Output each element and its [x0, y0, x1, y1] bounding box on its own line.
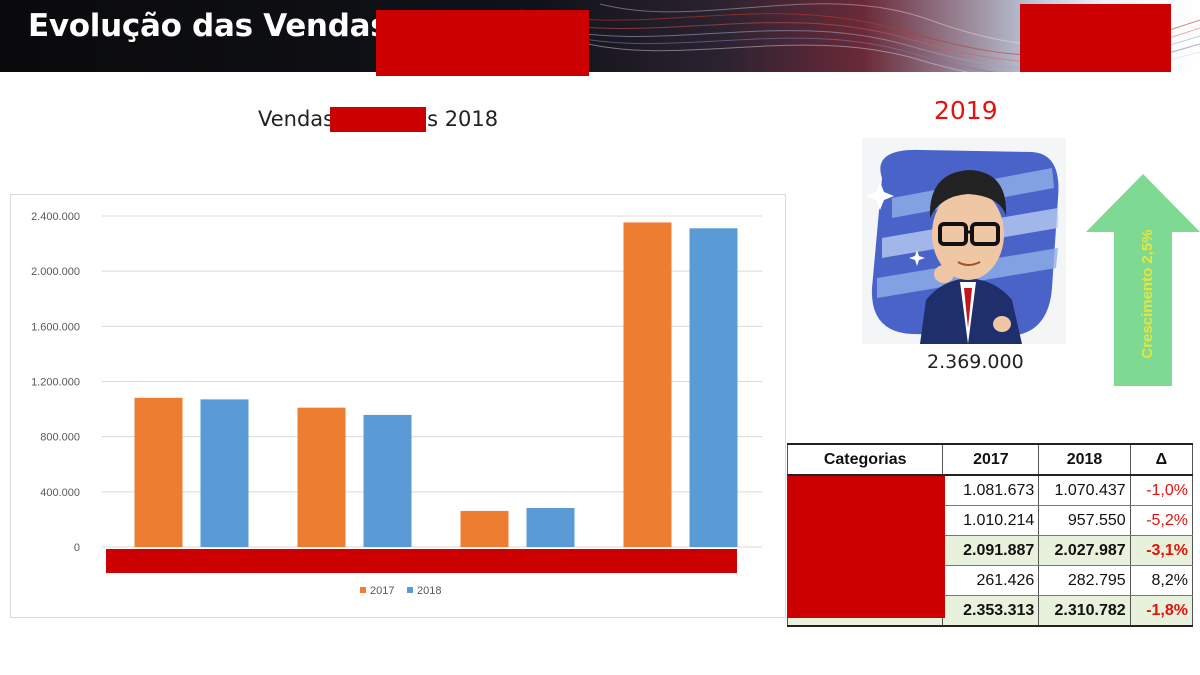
- y-tick-label: 2.400.000: [31, 211, 80, 223]
- bar-2017-2: [460, 510, 509, 547]
- growth-arrow-icon: Crescimento 2,5%: [1086, 174, 1200, 386]
- y-tick-label: 800.000: [40, 432, 80, 444]
- chart-frame: [10, 194, 786, 618]
- header-2018: 2018: [1038, 443, 1131, 476]
- avatar-image: [862, 138, 1066, 344]
- y-tick-label: 0: [74, 542, 80, 554]
- forecast-value: 2.369.000: [927, 351, 1024, 373]
- value-2018-cell: 957.550: [1038, 505, 1131, 536]
- bar-2018-2: [526, 507, 575, 547]
- redaction-block: [330, 107, 426, 132]
- value-2018-cell: 2.310.782: [1038, 595, 1131, 627]
- bar-2018-1: [363, 414, 412, 547]
- legend-label: 2017: [370, 585, 394, 597]
- y-tick-label: 1.200.000: [31, 377, 80, 389]
- delta-cell: -5,2%: [1129, 505, 1194, 536]
- redaction-block: [106, 549, 737, 573]
- growth-label: Crescimento 2,5%: [1139, 229, 1156, 358]
- value-2017-cell: 2.353.313: [942, 595, 1040, 627]
- legend-swatch-2018: [407, 587, 413, 593]
- page-title: Evolução das Vendas: [28, 8, 389, 44]
- bar-2017-3: [623, 222, 672, 548]
- header-categorias: Categorias: [786, 443, 944, 476]
- value-2017-cell: 1.010.214: [942, 505, 1040, 536]
- y-tick-label: 2.000.000: [31, 266, 80, 278]
- table-header-row: Categorias 2017 2018 Δ: [786, 443, 1194, 476]
- delta-cell: -3,1%: [1129, 535, 1194, 566]
- value-2017-cell: 1.081.673: [942, 475, 1040, 506]
- sales-table: Categorias 2017 2018 Δ 1.081.673 1.070.43…: [786, 443, 1194, 627]
- redaction-block: [787, 476, 945, 618]
- redaction-block: [376, 10, 589, 76]
- y-tick-label: 1.600.000: [31, 321, 80, 333]
- bar-chart: 0 400.000 800.000 1.200.000 1.600.000 2.000.0…: [31, 211, 762, 597]
- value-2017-cell: 2.091.887: [942, 535, 1040, 566]
- legend-swatch-2017: [360, 587, 366, 593]
- value-2017-cell: 261.426: [942, 565, 1040, 596]
- legend-label: 2018: [417, 585, 441, 597]
- delta-cell: -1,8%: [1129, 595, 1194, 627]
- header-banner: Evolução das Vendas: [0, 0, 1200, 72]
- header-2017: 2017: [942, 443, 1040, 476]
- bar-2017-1: [297, 407, 346, 547]
- value-2018-cell: 2.027.987: [1038, 535, 1131, 566]
- value-2018-cell: 1.070.437: [1038, 475, 1131, 506]
- redaction-block: [1020, 4, 1171, 72]
- header-delta: Δ: [1129, 443, 1194, 476]
- bar-2018-3: [689, 228, 738, 547]
- bar-2018-0: [200, 399, 249, 547]
- forecast-year: 2019: [934, 96, 998, 125]
- delta-cell: -1,0%: [1129, 475, 1194, 506]
- y-tick-label: 400.000: [40, 487, 80, 499]
- bar-2017-0: [134, 397, 183, 547]
- value-2018-cell: 282.795: [1038, 565, 1131, 596]
- delta-cell: 8,2%: [1129, 565, 1194, 596]
